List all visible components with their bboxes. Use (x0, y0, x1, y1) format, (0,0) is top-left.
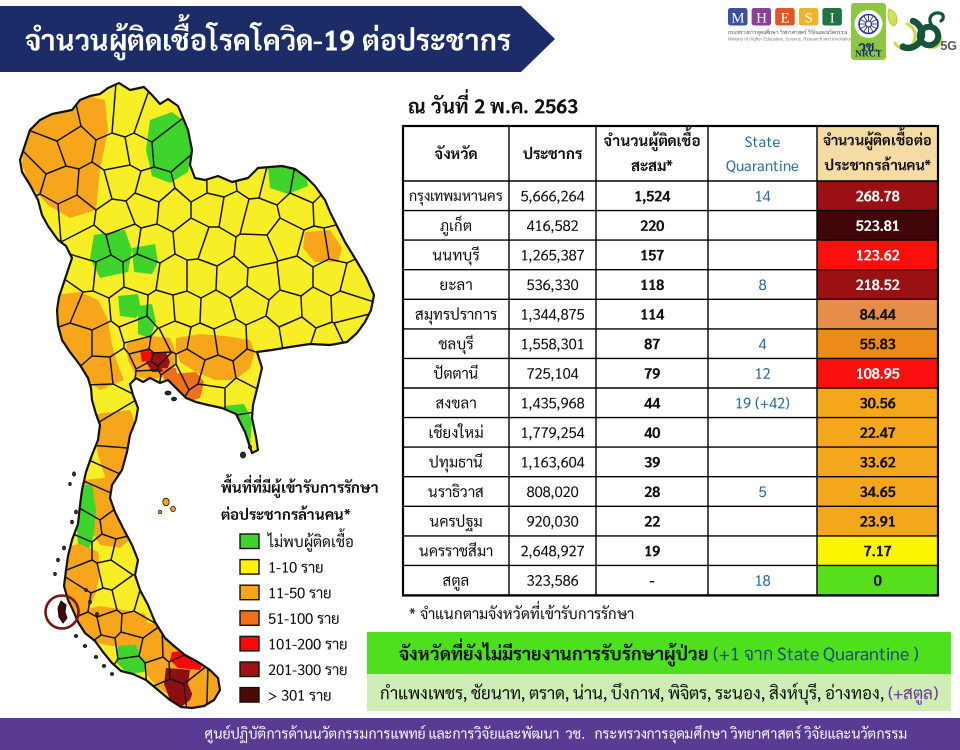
svg-text:E: E (781, 10, 790, 26)
svg-text:NRCT: NRCT (855, 50, 883, 60)
svg-text:I: I (830, 10, 835, 26)
svg-text:Ministry of Higher Education,: Ministry of Higher Education, Science, R… (728, 37, 853, 42)
svg-text:S: S (805, 10, 813, 26)
svg-text:M: M (731, 10, 744, 26)
svg-text:H: H (756, 10, 767, 26)
svg-text:5G: 5G (940, 39, 957, 53)
